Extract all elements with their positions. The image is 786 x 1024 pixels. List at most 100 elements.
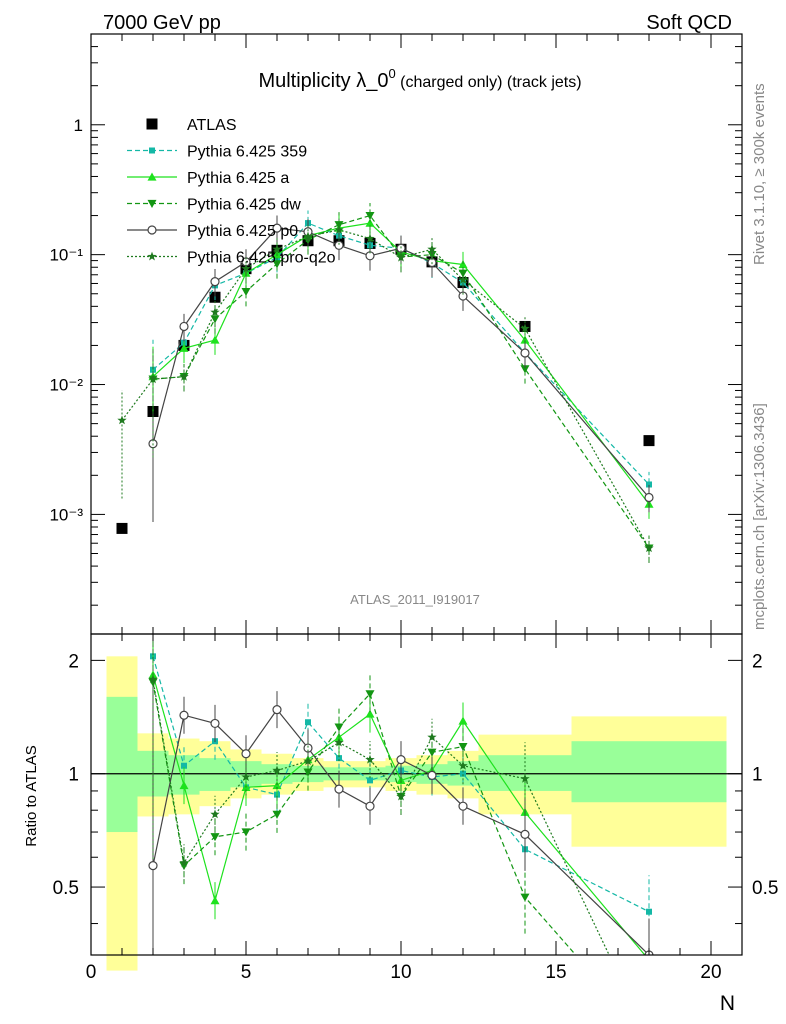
legend-item: Pythia 6.425 dw <box>127 197 301 214</box>
mcplots-reference-label: mcplots.cern.ch [arXiv:1306.3436] <box>751 403 768 630</box>
ratio-data-point <box>272 810 282 819</box>
legend-item: Pythia 6.425 a <box>127 170 289 187</box>
ratio-data-point <box>305 719 311 726</box>
data-point <box>179 371 189 381</box>
legend-label: Pythia 6.425 dw <box>187 197 301 214</box>
ratio-data-point <box>365 709 375 718</box>
legend-label: ATLAS <box>187 117 237 134</box>
ratio-data-point <box>427 732 437 742</box>
ratio-data-point <box>520 893 530 902</box>
data-point <box>334 240 344 250</box>
ratio-data-point <box>396 755 406 765</box>
header-right: Soft QCD <box>646 12 732 34</box>
data-point <box>365 218 375 227</box>
data-point <box>179 321 189 332</box>
legend-label: Pythia 6.425 a <box>187 170 289 187</box>
x-tick-label: 5 <box>241 962 252 983</box>
ratio-data-point <box>458 716 468 725</box>
ratio-y-tick-label-right: 0.5 <box>752 878 778 899</box>
ratio-data-point <box>427 770 437 780</box>
ratio-data-point <box>179 710 189 720</box>
ratio-data-point <box>272 765 282 775</box>
uncertainty-band-inner <box>199 758 231 791</box>
main-y-tick-label: 10⁻² <box>49 376 83 395</box>
ratio-data-point <box>365 690 375 699</box>
legend-marker <box>147 199 157 208</box>
ratio-y-axis-label: Ratio to ATLAS <box>23 745 40 846</box>
ratio-data-point <box>210 833 220 842</box>
uncertainty-band-inner <box>571 741 727 803</box>
ratio-data-point <box>241 749 251 759</box>
data-point <box>148 374 158 384</box>
series-line <box>121 229 650 549</box>
data-point <box>272 223 282 233</box>
main-plot-panel: 10⁻³ 10⁻² 10⁻¹ 1 Multiplicity λ_00 (charged… <box>49 33 743 635</box>
legend-marker <box>147 225 157 235</box>
ratio-data-point <box>179 857 189 867</box>
ratio-data-point <box>210 809 220 819</box>
legend-marker <box>146 118 158 130</box>
ratio-data-point <box>303 756 313 766</box>
ratio-data-point <box>520 829 530 839</box>
legend: ATLAS Pythia 6.425 359 Pythia 6.425 a Pythi… <box>127 117 336 267</box>
data-point <box>427 244 437 254</box>
data-point <box>210 307 220 317</box>
uncertainty-band-inner <box>106 696 138 833</box>
data-point <box>210 335 220 344</box>
legend-label: Pythia 6.425 pro-q2o <box>187 250 336 267</box>
x-tick-label: 15 <box>545 962 566 983</box>
ratio-data-point <box>241 828 251 837</box>
ratio-data-point <box>520 773 530 783</box>
x-tick-label: 20 <box>700 962 721 983</box>
ratio-data-point <box>272 705 282 715</box>
data-point <box>520 335 530 344</box>
ratio-y-tick-label: 1 <box>68 765 79 786</box>
ratio-data-point <box>181 762 187 769</box>
data-point <box>303 231 313 241</box>
series-atlas <box>116 235 655 534</box>
header-left: 7000 GeV pp <box>103 12 221 34</box>
ratio-data-point <box>210 718 220 729</box>
ratio-data-point <box>210 896 220 905</box>
ratio-data-point <box>272 781 282 790</box>
data-point <box>458 259 468 269</box>
x-tick-label: 0 <box>86 962 97 983</box>
legend-marker <box>149 147 155 154</box>
ratio-plot-panel: 0.5 0.51 12 20 5 10 15 20 Ratio to ATLAS N <box>23 633 778 1015</box>
ratio-data-point <box>460 770 466 777</box>
x-tick-label: 10 <box>390 962 411 983</box>
data-point <box>644 543 654 553</box>
series-pythia-6-425-p0 <box>148 215 654 522</box>
ratio-y-tick-label: 2 <box>68 651 79 672</box>
ratio-data-point <box>179 781 189 790</box>
ratio-data-point <box>646 908 652 915</box>
legend-label: Pythia 6.425 359 <box>187 144 307 161</box>
data-point <box>396 252 406 262</box>
data-point <box>520 348 530 358</box>
ratio-data-point <box>179 862 189 871</box>
data-point <box>458 291 468 301</box>
rivet-version-label: Rivet 3.1.10, ≥ 300k events <box>751 83 768 265</box>
ratio-data-point <box>303 743 313 753</box>
ratio-data-point <box>334 784 344 794</box>
data-point <box>520 365 530 374</box>
ratio-plot-frame <box>90 633 743 956</box>
ratio-data-point <box>458 760 468 770</box>
ratio-data-point <box>336 755 342 762</box>
ratio-data-point <box>241 772 251 781</box>
ratio-data-point <box>458 801 468 811</box>
data-point <box>116 522 128 534</box>
data-point <box>365 211 375 221</box>
ratio-series-pythia-6-425-pro-q2o <box>148 634 610 955</box>
ratio-data-point <box>396 791 406 801</box>
legend-label: Pythia 6.425 p0 <box>187 223 298 240</box>
data-point <box>520 323 530 333</box>
analysis-id-label: ATLAS_2011_I919017 <box>350 592 480 607</box>
chart-title: Multiplicity λ_00 (charged only) (track … <box>258 66 581 92</box>
ratio-data-point <box>365 801 375 811</box>
legend-item: Pythia 6.425 359 <box>127 144 307 161</box>
ratio-data-point <box>148 674 158 684</box>
data-point <box>117 415 127 425</box>
ratio-data-point <box>334 737 344 747</box>
data-point <box>646 481 652 488</box>
